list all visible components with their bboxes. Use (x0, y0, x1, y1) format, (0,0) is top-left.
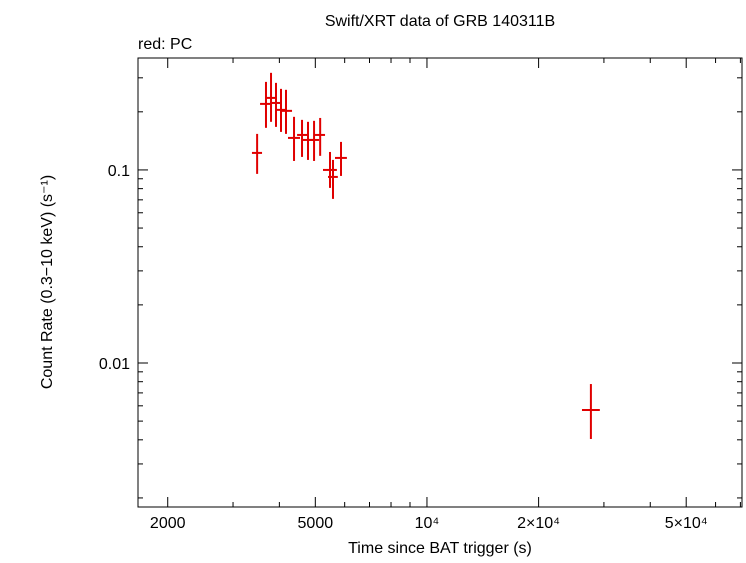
x-tick-label: 5×10⁴ (665, 515, 708, 532)
y-tick-label: 0.1 (108, 163, 130, 180)
x-tick-label: 5000 (298, 515, 334, 532)
chart-title: Swift/XRT data of GRB 140311B (325, 13, 555, 30)
x-tick-label: 10⁴ (415, 515, 440, 532)
subtitle: red: PC (138, 36, 192, 53)
x-axis-label: Time since BAT trigger (s) (348, 540, 532, 557)
y-axis-label: Count Rate (0.3−10 keV) (s⁻¹) (39, 175, 56, 389)
y-tick-label: 0.01 (99, 356, 130, 373)
x-tick-label: 2×10⁴ (517, 515, 560, 532)
plot-frame (137, 57, 743, 508)
x-tick-label: 2000 (150, 515, 186, 532)
